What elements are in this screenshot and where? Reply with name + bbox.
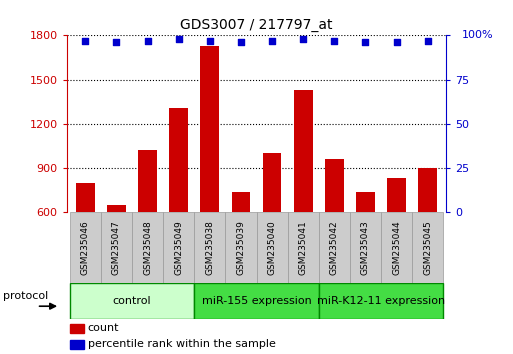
Text: GSM235042: GSM235042 [330,221,339,275]
FancyBboxPatch shape [412,212,443,283]
Text: GSM235044: GSM235044 [392,221,401,275]
FancyBboxPatch shape [350,212,381,283]
Text: GSM235046: GSM235046 [81,221,90,275]
Text: GSM235045: GSM235045 [423,221,432,275]
FancyBboxPatch shape [194,212,225,283]
Text: GSM235040: GSM235040 [268,221,277,275]
FancyBboxPatch shape [132,212,163,283]
FancyBboxPatch shape [319,283,443,319]
FancyBboxPatch shape [70,283,194,319]
Point [81,38,89,44]
Text: count: count [88,323,119,333]
Bar [325,159,344,301]
Text: GSM235041: GSM235041 [299,221,308,275]
Bar [263,153,282,301]
Text: GSM235049: GSM235049 [174,221,183,275]
Text: GSM235043: GSM235043 [361,221,370,275]
Text: percentile rank within the sample: percentile rank within the sample [88,339,275,349]
Bar [76,183,95,301]
Point [424,38,432,44]
FancyBboxPatch shape [163,212,194,283]
Bar [387,178,406,301]
Point [174,36,183,42]
Title: GDS3007 / 217797_at: GDS3007 / 217797_at [180,18,333,32]
Point [330,38,339,44]
Point [112,40,121,45]
Bar [70,324,84,333]
Text: GSM235047: GSM235047 [112,221,121,275]
Bar [231,192,250,301]
FancyBboxPatch shape [381,212,412,283]
Text: 100%: 100% [462,30,493,40]
Bar [139,150,157,301]
FancyBboxPatch shape [256,212,288,283]
FancyBboxPatch shape [101,212,132,283]
Text: miR-K12-11 expression: miR-K12-11 expression [317,296,445,306]
Bar [107,205,126,301]
Text: control: control [113,296,151,306]
Bar [201,46,219,301]
Point [144,38,152,44]
Bar [70,340,84,349]
Point [361,40,369,45]
Bar [356,192,374,301]
FancyBboxPatch shape [288,212,319,283]
Text: GSM235038: GSM235038 [205,220,214,275]
Bar [169,108,188,301]
Bar [294,90,312,301]
FancyBboxPatch shape [225,212,256,283]
Text: GSM235039: GSM235039 [236,220,245,275]
Point [268,38,276,44]
Point [299,36,307,42]
FancyBboxPatch shape [194,283,319,319]
Point [206,38,214,44]
Text: miR-155 expression: miR-155 expression [202,296,311,306]
Point [237,40,245,45]
Text: GSM235048: GSM235048 [143,221,152,275]
Bar [418,168,437,301]
Text: protocol: protocol [3,291,49,301]
Point [392,40,401,45]
FancyBboxPatch shape [319,212,350,283]
FancyBboxPatch shape [70,212,101,283]
